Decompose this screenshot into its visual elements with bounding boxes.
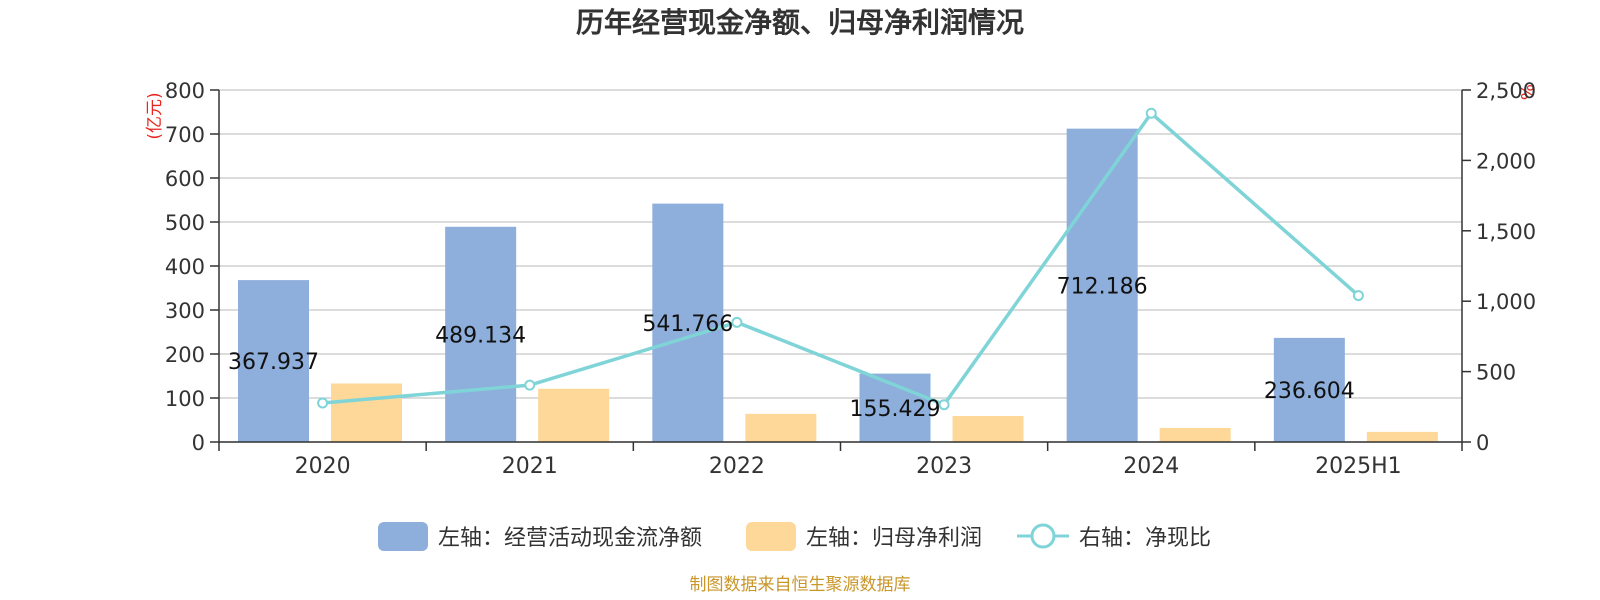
legend: 左轴：经营活动现金流净额 左轴：归母净利润 右轴：净现比 [378, 522, 1211, 551]
line-series [317, 107, 1364, 411]
ratio-line [322, 110, 1360, 407]
bar-cashflow [445, 226, 517, 442]
ratio-point [524, 379, 536, 391]
data-label-cashflow: 489.134 [435, 323, 526, 348]
legend-swatch-netprofit [746, 522, 796, 551]
legend-label-netprofit: 左轴：归母净利润 [806, 526, 982, 551]
ratio-point [1145, 107, 1157, 119]
x-tick-label: 2025H1 [1315, 454, 1402, 479]
left-tick-label: 800 [165, 79, 205, 103]
left-tick-label: 400 [165, 255, 205, 279]
data-label-cashflow: 712.186 [1057, 274, 1148, 299]
bar-netprofit [1366, 431, 1438, 442]
left-tick-label: 100 [165, 387, 205, 411]
ratio-point [317, 397, 329, 409]
legend-item-cashflow[interactable]: 左轴：经营活动现金流净额 [378, 522, 702, 551]
x-tick-label: 2023 [916, 454, 972, 479]
data-labels: 367.937 489.134 541.766 155.429 712.186 236.6… [228, 274, 1355, 421]
left-tick-label: 0 [192, 431, 205, 455]
left-tick-label: 500 [165, 211, 205, 235]
legend-label-cashflow: 左轴：经营活动现金流净额 [438, 526, 702, 551]
right-tick-label: 1,500 [1476, 220, 1536, 244]
left-axis: 0 100 200 300 400 500 600 700 800 [165, 79, 220, 455]
ratio-point [731, 316, 743, 328]
right-axis: 0 500 1,000 1,500 2,000 2,500 [1461, 79, 1536, 455]
left-tick-label: 200 [165, 343, 205, 367]
bar-cashflow [652, 203, 724, 442]
bar-netprofit [1159, 427, 1231, 442]
ratio-point [1352, 290, 1364, 302]
x-tick-label: 2021 [502, 454, 558, 479]
x-tick-label: 2022 [709, 454, 765, 479]
x-tick-label: 2024 [1123, 454, 1179, 479]
data-label-cashflow: 155.429 [850, 397, 941, 422]
left-tick-label: 300 [165, 299, 205, 323]
legend-item-ratio[interactable]: 右轴：净现比 [1017, 523, 1211, 551]
data-label-cashflow: 367.937 [228, 350, 319, 375]
left-axis-unit: (亿元) [145, 92, 165, 139]
data-label-cashflow: 236.604 [1264, 379, 1355, 404]
bar-cashflow [238, 280, 309, 442]
legend-marker-ratio [1030, 523, 1056, 549]
bar-netprofit [538, 388, 610, 442]
right-tick-label: 2,500 [1476, 79, 1536, 103]
right-tick-label: 1,000 [1476, 290, 1536, 314]
right-tick-label: 500 [1476, 361, 1516, 385]
left-tick-label: 700 [165, 123, 205, 147]
chart-title: 历年经营现金净额、归母净利润情况 [576, 6, 1024, 39]
right-axis-unit: % [1516, 84, 1536, 100]
x-axis: 2020 2021 2022 2023 2024 2025H1 [218, 441, 1463, 479]
x-tick-label: 2020 [295, 454, 351, 479]
source-note: 制图数据来自恒生聚源数据库 [690, 575, 911, 595]
right-tick-label: 2,000 [1476, 149, 1536, 173]
legend-label-ratio: 右轴：净现比 [1079, 526, 1211, 551]
ratio-point [938, 399, 950, 411]
right-tick-label: 0 [1476, 431, 1489, 455]
left-tick-label: 600 [165, 167, 205, 191]
legend-swatch-cashflow [378, 522, 428, 551]
legend-item-netprofit[interactable]: 左轴：归母净利润 [746, 522, 982, 551]
bar-netprofit [952, 416, 1024, 442]
data-label-cashflow: 541.766 [642, 312, 733, 337]
bar-netprofit [331, 383, 402, 442]
bar-cashflow [1273, 337, 1345, 442]
bar-netprofit [745, 413, 817, 442]
